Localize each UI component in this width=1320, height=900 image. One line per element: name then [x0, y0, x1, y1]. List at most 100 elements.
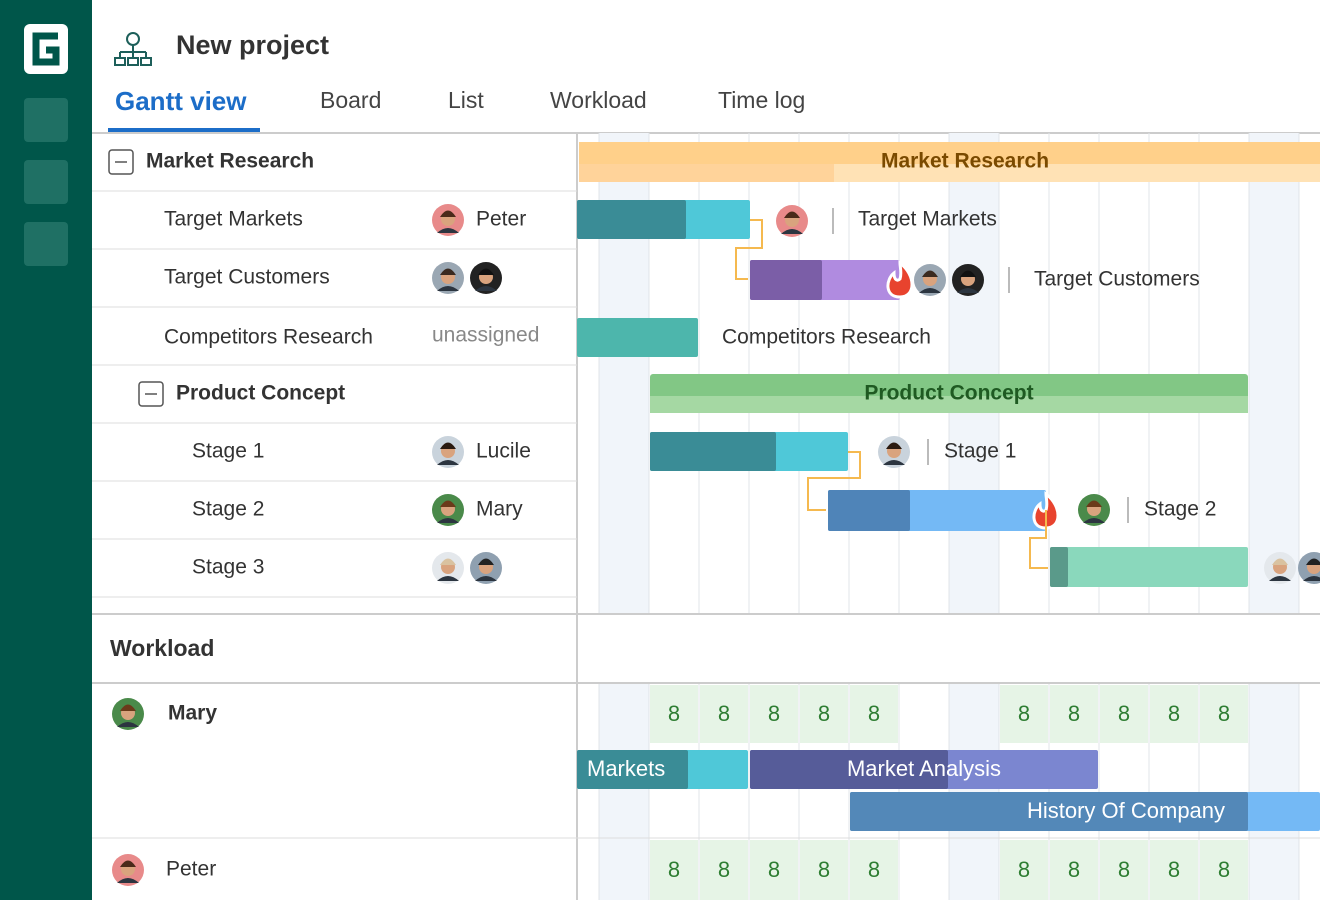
avatar-body [437, 576, 459, 581]
avatar-body [1303, 576, 1320, 581]
avatar [1264, 552, 1296, 584]
task-progress[interactable] [577, 750, 688, 789]
hours-value: 8 [1218, 857, 1230, 882]
avatar-body [475, 286, 497, 291]
hours-cell [1050, 840, 1098, 900]
avatar-body [1269, 576, 1291, 581]
bar-label: Target Customers [1034, 268, 1200, 291]
avatar-hair [120, 860, 136, 867]
hours-cell [800, 685, 848, 743]
bar-label: Stage 1 [944, 440, 1016, 463]
task-bar[interactable] [1050, 547, 1248, 587]
hours-cell [750, 840, 798, 900]
avatar [878, 436, 910, 468]
avatar-body [919, 288, 941, 293]
task-progress[interactable] [577, 200, 686, 239]
hours-cell [1150, 840, 1198, 900]
weekend-shade [1249, 683, 1299, 900]
hours-cell [750, 685, 798, 743]
tab[interactable]: Time log [718, 87, 805, 113]
task-progress[interactable] [650, 432, 776, 471]
assignee: Mary [476, 498, 523, 521]
avatar-hair [120, 704, 136, 711]
avatar-hair [478, 558, 494, 565]
hours-value: 8 [668, 701, 680, 726]
avatar [470, 262, 502, 294]
avatar [112, 854, 144, 886]
hours-cell [1200, 840, 1248, 900]
tab[interactable]: Workload [550, 87, 647, 113]
avatar-body [437, 228, 459, 233]
assignee: unassigned [432, 324, 539, 347]
avatar [952, 264, 984, 296]
summary-progress [650, 396, 1248, 413]
task-bar[interactable] [577, 318, 698, 357]
task-name[interactable]: Stage 2 [192, 498, 264, 521]
task-progress[interactable] [750, 750, 948, 789]
avatar-hair [440, 268, 456, 275]
weekend-shade [949, 683, 999, 900]
bar-label: Stage 2 [1144, 498, 1216, 521]
hours-value: 8 [1218, 701, 1230, 726]
bar-label: Market Research [881, 150, 1049, 173]
hours-cell [1150, 685, 1198, 743]
hours-cell [1000, 685, 1048, 743]
avatar-hair [478, 268, 494, 275]
bar-label: Market Analysis [847, 756, 1001, 781]
sidebar-item[interactable] [24, 222, 68, 266]
task-progress[interactable] [750, 260, 822, 300]
content: Market Research Target Markets Peter Target… [108, 142, 1320, 900]
avatar [1078, 494, 1110, 526]
project-title: New project [176, 30, 329, 60]
hours-value: 8 [1168, 857, 1180, 882]
summary-progress [579, 164, 834, 182]
hours-value: 8 [1018, 857, 1030, 882]
person-name: Mary [168, 702, 217, 725]
avatar [914, 264, 946, 296]
task-progress[interactable] [1050, 547, 1068, 587]
sidebar-item[interactable] [24, 160, 68, 204]
sidebar-item[interactable] [24, 98, 68, 142]
avatar-body [883, 460, 905, 465]
avatar-body [437, 518, 459, 523]
hours-cell [700, 840, 748, 900]
hours-cell [1200, 685, 1248, 743]
hours-cell [650, 685, 698, 743]
task-progress[interactable] [828, 490, 910, 531]
avatar-hair [440, 558, 456, 565]
avatar-body [475, 576, 497, 581]
task-name[interactable]: Product Concept [176, 382, 345, 405]
task-name[interactable]: Target Markets [164, 208, 303, 231]
bar-label: Target Markets [858, 208, 997, 231]
task-progress[interactable] [850, 792, 1248, 831]
assignee: Peter [476, 208, 526, 231]
hours-cell [1050, 685, 1098, 743]
bar-label: Competitors Research [722, 326, 931, 349]
task-name[interactable]: Stage 3 [192, 556, 264, 579]
task-name[interactable]: Stage 1 [192, 440, 264, 463]
hours-value: 8 [668, 857, 680, 882]
avatar-hair [1306, 558, 1320, 565]
tab[interactable]: Gantt view [115, 86, 247, 116]
task-name[interactable]: Market Research [146, 150, 314, 173]
tab[interactable]: Board [320, 87, 381, 113]
hours-cell [850, 840, 898, 900]
task-name[interactable]: Target Customers [164, 266, 330, 289]
avatar [432, 436, 464, 468]
hours-cell [850, 685, 898, 743]
hours-cell [1100, 840, 1148, 900]
assignee: Lucile [476, 440, 531, 463]
hours-cell [800, 840, 848, 900]
avatar-hair [886, 442, 902, 449]
hours-value: 8 [818, 857, 830, 882]
avatar-hair [1086, 500, 1102, 507]
hours-value: 8 [718, 701, 730, 726]
logo[interactable] [24, 24, 68, 74]
tab[interactable]: List [448, 87, 484, 113]
avatar [432, 204, 464, 236]
avatar-hair [1272, 558, 1288, 565]
hours-value: 8 [868, 857, 880, 882]
hours-cell [700, 685, 748, 743]
task-name[interactable]: Competitors Research [164, 326, 373, 349]
